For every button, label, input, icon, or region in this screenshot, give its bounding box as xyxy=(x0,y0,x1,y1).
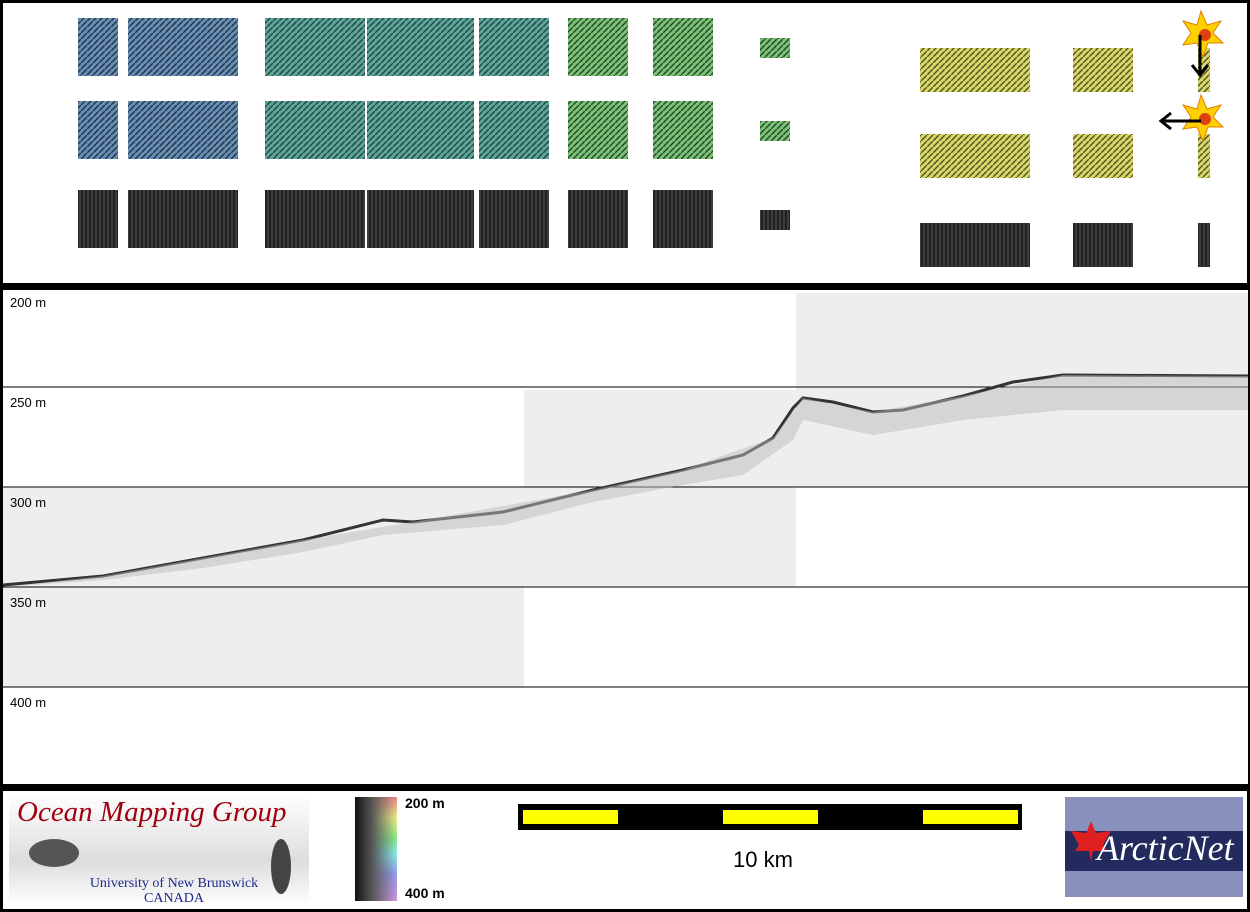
swath-strips xyxy=(78,9,1225,267)
swath-imagery-panel xyxy=(3,3,1247,283)
arcticnet-logo: ArcticNet xyxy=(1065,797,1243,897)
swath-strip xyxy=(479,101,549,159)
swath-strip xyxy=(78,18,118,76)
scale-label: 10 km xyxy=(733,847,793,872)
sonar-fish-icon xyxy=(29,839,79,867)
swath-strip xyxy=(653,101,713,159)
swath-strip xyxy=(128,101,183,159)
arrow-down-icon xyxy=(1190,35,1210,78)
swath-strip xyxy=(1073,134,1133,178)
profile-plot xyxy=(3,293,1248,688)
depth-label-350: 350 m xyxy=(10,595,47,610)
swath-strip xyxy=(653,190,713,248)
swath-strip xyxy=(183,101,238,159)
depth-label-200: 200 m xyxy=(10,295,47,310)
swath-strip xyxy=(367,190,474,248)
swath-strip xyxy=(760,121,790,141)
swath-strip xyxy=(1073,223,1133,267)
swath-strip xyxy=(265,18,365,76)
swath-strip xyxy=(568,101,628,159)
colorbar-bottom-label: 400 m xyxy=(405,885,445,901)
swath-strip xyxy=(265,190,365,248)
swath-strip xyxy=(128,18,183,76)
legend-panel: Ocean Mapping Group University of New Br… xyxy=(3,791,1247,909)
logo-subtitle: University of New Brunswick xyxy=(89,876,259,891)
depth-profile-panel: 200 m 250 m 300 m 350 m 400 m xyxy=(3,290,1248,784)
colorbar-top-label: 200 m xyxy=(405,795,445,811)
swath-strip xyxy=(78,190,118,248)
swath-strip xyxy=(367,101,474,159)
swath-strip xyxy=(265,101,365,159)
swath-strip xyxy=(367,18,474,76)
swath-strip xyxy=(1198,134,1210,178)
sun-illumination-icon-2 xyxy=(1158,93,1225,143)
depth-label-300: 300 m xyxy=(10,495,47,510)
swath-strip xyxy=(128,190,183,248)
swath-strip xyxy=(1198,223,1210,267)
arrow-left-icon xyxy=(1158,111,1201,131)
swath-strip xyxy=(479,190,549,248)
sun-illumination-icon-1 xyxy=(1181,9,1225,78)
arcticnet-text: ArcticNet xyxy=(1097,828,1234,868)
depth-colorbar xyxy=(355,797,397,901)
swath-strip xyxy=(183,18,238,76)
swath-strip xyxy=(183,190,238,248)
logo-title: Ocean Mapping Group xyxy=(17,796,287,828)
swath-strip xyxy=(1073,48,1133,92)
swath-strip xyxy=(920,48,1030,92)
depth-label-400: 400 m xyxy=(10,695,47,710)
swath-strip xyxy=(920,223,1030,267)
scale-bar xyxy=(518,804,1022,830)
ocean-mapping-group-logo: Ocean Mapping Group University of New Br… xyxy=(9,794,309,906)
depth-label-250: 250 m xyxy=(10,395,47,410)
logo-country: CANADA xyxy=(144,891,204,906)
swath-strip xyxy=(653,18,713,76)
swath-strip xyxy=(920,134,1030,178)
swath-strip xyxy=(479,18,549,76)
swath-strip xyxy=(568,18,628,76)
swath-strip xyxy=(760,210,790,230)
sonar-fish-icon-2 xyxy=(271,839,291,894)
swath-strip xyxy=(78,101,118,159)
swath-strip xyxy=(760,38,790,58)
swath-strip xyxy=(568,190,628,248)
